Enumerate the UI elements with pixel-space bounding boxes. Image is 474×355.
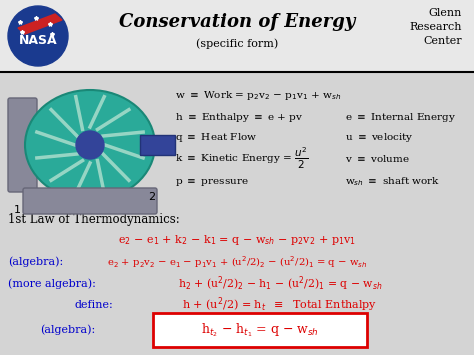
Text: w $\equiv$ Work = p$_2$v$_2$ $-$ p$_1$v$_1$ + w$_{sh}$: w $\equiv$ Work = p$_2$v$_2$ $-$ p$_1$v$… <box>175 88 341 102</box>
FancyBboxPatch shape <box>23 188 157 214</box>
FancyBboxPatch shape <box>8 98 37 192</box>
Text: Glenn: Glenn <box>428 8 462 18</box>
Circle shape <box>76 131 104 159</box>
Text: (more algebra):: (more algebra): <box>8 279 96 289</box>
Text: (algebra):: (algebra): <box>40 325 95 335</box>
Circle shape <box>8 6 68 66</box>
Text: u $\equiv$ velocity: u $\equiv$ velocity <box>345 131 414 144</box>
Bar <box>0 0 474 72</box>
Polygon shape <box>18 14 62 34</box>
Text: h $\equiv$ Enthalpy $\equiv$ e + pv: h $\equiv$ Enthalpy $\equiv$ e + pv <box>175 111 303 125</box>
Text: e $\equiv$ Internal Energy: e $\equiv$ Internal Energy <box>345 111 456 125</box>
Text: h + (u$^2$/2) = h$_t$  $\equiv$  Total Enthalpy: h + (u$^2$/2) = h$_t$ $\equiv$ Total Ent… <box>182 296 378 314</box>
Text: 2: 2 <box>148 192 155 202</box>
Text: p $\equiv$ pressure: p $\equiv$ pressure <box>175 176 248 187</box>
Text: 1st Law of Thermodynamics:: 1st Law of Thermodynamics: <box>8 213 180 226</box>
Text: e$_2$ + p$_2$v$_2$ $-$ e$_1$ $-$ p$_1$v$_1$ + (u$^2$/2)$_2$ $-$ (u$^2$/2)$_1$ = : e$_2$ + p$_2$v$_2$ $-$ e$_1$ $-$ p$_1$v$… <box>107 254 367 270</box>
Text: Center: Center <box>423 36 462 46</box>
Text: Research: Research <box>410 22 462 32</box>
Text: k $\equiv$ Kinetic Energy = $\dfrac{u^2}{2}$: k $\equiv$ Kinetic Energy = $\dfrac{u^2}… <box>175 146 308 170</box>
Text: e$_2$ $-$ e$_1$ + k$_2$ $-$ k$_1$ = q $-$ w$_{sh}$ $-$ p$_2$v$_2$ + p$_1$v$_1$: e$_2$ $-$ e$_1$ + k$_2$ $-$ k$_1$ = q $-… <box>118 233 356 247</box>
Text: h$_2$ + (u$^2$/2)$_2$ $-$ h$_1$ $-$ (u$^2$/2)$_1$ = q $-$ w$_{sh}$: h$_2$ + (u$^2$/2)$_2$ $-$ h$_1$ $-$ (u$^… <box>178 275 382 293</box>
Ellipse shape <box>25 90 155 200</box>
Text: w$_{sh}$ $\equiv$ shaft work: w$_{sh}$ $\equiv$ shaft work <box>345 176 440 189</box>
Text: (algebra):: (algebra): <box>8 257 63 267</box>
Text: h$_{t_2}$ $-$ h$_{t_1}$ = q $-$ w$_{sh}$: h$_{t_2}$ $-$ h$_{t_1}$ = q $-$ w$_{sh}$ <box>201 321 319 339</box>
Bar <box>140 135 175 155</box>
Text: NASA: NASA <box>18 33 57 47</box>
Text: q $\equiv$ Heat Flow: q $\equiv$ Heat Flow <box>175 131 257 144</box>
Text: (specific form): (specific form) <box>196 39 278 49</box>
Text: Conservation of Energy: Conservation of Energy <box>119 13 355 31</box>
Text: define:: define: <box>75 300 114 310</box>
Text: 1: 1 <box>14 205 21 215</box>
Text: v $\equiv$ volume: v $\equiv$ volume <box>345 153 410 164</box>
FancyBboxPatch shape <box>153 313 367 347</box>
